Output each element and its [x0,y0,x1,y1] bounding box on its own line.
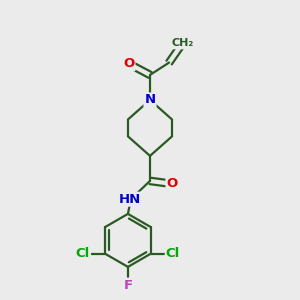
Text: F: F [123,279,133,292]
Text: O: O [123,57,134,70]
Text: CH₂: CH₂ [171,38,194,48]
Text: N: N [144,93,156,106]
Text: O: O [167,177,178,190]
Text: Cl: Cl [76,247,90,260]
Text: HN: HN [118,193,140,206]
Text: Cl: Cl [166,247,180,260]
